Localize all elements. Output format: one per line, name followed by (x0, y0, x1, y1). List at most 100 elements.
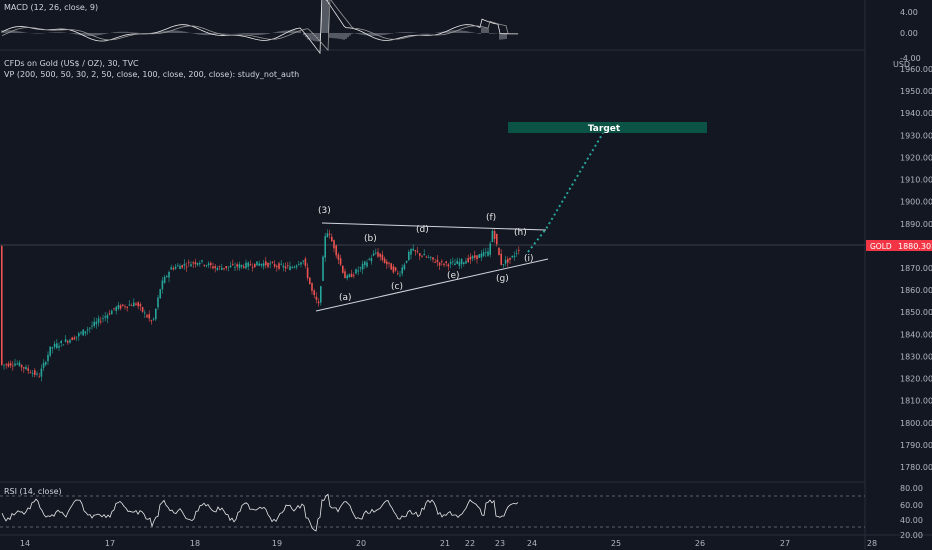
candle-body (410, 249, 412, 255)
time-tick-label: 26 (695, 539, 705, 548)
candle-body (117, 304, 120, 309)
candle-body (491, 230, 494, 242)
candle-body (372, 253, 375, 256)
candle-body (137, 302, 139, 307)
candle-body (89, 327, 91, 329)
macd-indicator (1, 0, 519, 55)
candle-body (295, 265, 298, 268)
candle-body (436, 259, 439, 263)
wave-label-a: (a) (339, 293, 352, 303)
candle-body (381, 254, 384, 260)
price-tick-label: 1930.00 (900, 131, 932, 140)
candle-body (234, 266, 236, 268)
candle-body (482, 252, 485, 256)
time-tick-label: 17 (105, 539, 115, 548)
candle-body (379, 253, 381, 257)
candle-body (163, 276, 166, 284)
candle-body (53, 343, 56, 348)
candle-body (390, 263, 392, 270)
candle-body (49, 346, 51, 356)
candle-body (3, 364, 5, 366)
candle-body (458, 261, 461, 266)
price-badge-symbol: GOLD (870, 242, 892, 251)
candle-body (201, 260, 203, 262)
candle-body (225, 266, 227, 269)
candle-body (375, 252, 377, 254)
candle-body (146, 315, 148, 318)
wave-label-3: (3) (318, 206, 331, 216)
candle-body (262, 263, 265, 267)
time-axis[interactable]: 14 17 18 19 20 21 22 23 24 25 26 27 28 (20, 539, 877, 548)
candle-body (227, 266, 230, 268)
candle-body (104, 316, 106, 318)
candles-group (1, 228, 520, 382)
candle-body (25, 366, 27, 370)
candle-body (190, 264, 192, 267)
candle-body (339, 258, 342, 265)
candle-body (423, 253, 425, 256)
candle-body (223, 268, 225, 269)
price-axis[interactable]: 1960.00 1950.00 1940.00 1930.00 1920.00 1910.… (900, 65, 932, 472)
candle-body (199, 263, 201, 265)
candle-body (346, 275, 348, 279)
price-tick-label: 1850.00 (900, 308, 932, 317)
candle-body (249, 264, 252, 266)
candle-body (113, 308, 115, 310)
candle-body (324, 236, 326, 258)
candle-body (430, 256, 432, 258)
candle-body (82, 329, 84, 336)
candle-body (478, 254, 480, 258)
candle-body (271, 262, 274, 263)
time-tick-label: 21 (440, 539, 450, 548)
candle-body (12, 365, 14, 367)
candle-body (331, 236, 333, 242)
wave-label-d: (d) (416, 225, 429, 235)
candle-body (273, 264, 276, 267)
rsi-tick-label: 40.00 (900, 516, 923, 525)
candle-body (368, 258, 370, 260)
time-tick-label: 14 (20, 539, 30, 548)
wave-label-b: (b) (364, 234, 377, 244)
candle-body (309, 277, 311, 285)
candle-body (361, 263, 364, 270)
candle-body (218, 266, 221, 268)
candle-body (405, 260, 408, 263)
candle-body (166, 275, 168, 277)
macd-axis: 4.00 0.00 -4.00 (900, 8, 921, 63)
price-tick-label: 1800.00 (900, 419, 932, 428)
candle-body (291, 267, 293, 269)
candle-body (344, 271, 346, 279)
candle-body (126, 306, 128, 308)
candle-body (467, 258, 469, 262)
candle-body (449, 261, 452, 264)
price-tick-label: 1900.00 (900, 198, 932, 207)
candle-body (469, 256, 472, 260)
triangle-upper-trendline[interactable] (321, 222, 547, 231)
candle-body (419, 253, 421, 256)
candle-body (496, 233, 498, 245)
candle-body (326, 233, 329, 238)
triangle-lower-trendline[interactable] (315, 258, 549, 312)
price-tick-label: 1940.00 (900, 109, 932, 118)
candle-body (445, 261, 447, 263)
candle-body (245, 262, 247, 269)
candle-body (232, 264, 234, 265)
candle-body (102, 318, 104, 320)
candle-body (69, 339, 71, 343)
candle-body (161, 280, 164, 290)
rsi-tick-label: 80.00 (900, 484, 923, 493)
candle-body (9, 363, 12, 366)
target-zone[interactable] (508, 122, 707, 133)
candle-body (355, 269, 357, 274)
candle-body (304, 258, 307, 266)
candle-body (438, 262, 441, 266)
candle-body (397, 272, 399, 274)
candle-body (500, 253, 502, 265)
candle-body (254, 263, 256, 268)
candle-body (122, 304, 124, 306)
candle-body (434, 262, 436, 263)
time-tick-label: 22 (465, 539, 475, 548)
candle-body (7, 363, 10, 367)
candle-body (357, 270, 359, 272)
